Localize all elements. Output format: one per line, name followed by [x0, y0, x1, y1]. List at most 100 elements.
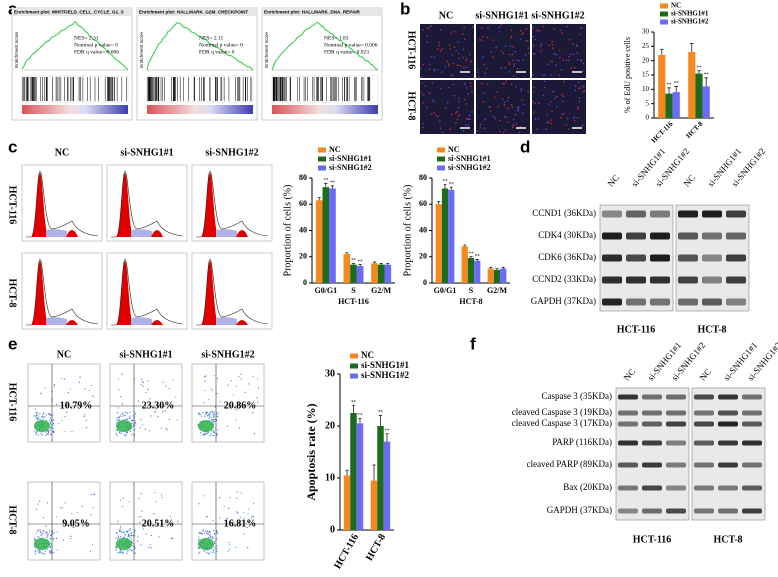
y-tick-label: 40	[299, 225, 307, 234]
apoptosis-percentage: 10.79%	[60, 400, 93, 411]
error-bar	[443, 184, 447, 189]
event-dot	[257, 401, 259, 404]
error-bar	[667, 87, 671, 94]
g2-peak	[151, 320, 163, 325]
cell-dot	[449, 128, 452, 130]
significance-mark: **	[330, 181, 336, 186]
histogram-outline	[111, 170, 184, 238]
legend-label: si-SNHG1#2	[329, 163, 372, 172]
legend-label: si-SNHG1#2	[448, 163, 491, 172]
s-phase	[131, 229, 152, 237]
event-dot	[129, 417, 131, 420]
cell-dot	[559, 56, 561, 59]
x-tick-label: HCT-116	[332, 532, 361, 571]
event-dot	[52, 422, 55, 425]
error-bar	[330, 185, 335, 189]
event-dot	[45, 525, 47, 527]
event-dot	[61, 507, 63, 509]
event-dot	[230, 380, 232, 382]
event-dot	[216, 377, 219, 380]
error-bar	[475, 259, 479, 261]
cell-dot	[553, 52, 555, 55]
y-tick-label: 5	[646, 99, 650, 107]
legend-swatch	[350, 363, 358, 369]
event-dot	[53, 431, 55, 433]
event-dot	[116, 435, 119, 437]
cell-dot	[550, 122, 553, 124]
gsea-title: Enrichment plot: HALLMARK_DNA_REPAIR	[264, 10, 361, 15]
event-dot	[212, 431, 215, 433]
apoptosis-percentage: 16.81%	[224, 518, 257, 529]
cell-dot	[457, 106, 460, 109]
event-dot	[145, 392, 147, 394]
cell-dot	[499, 130, 501, 133]
blot-protein-label: PARP (116KDa)	[552, 437, 612, 447]
event-dot	[47, 502, 49, 504]
flow-row-label: HCT-8	[7, 505, 18, 534]
error-bar	[501, 266, 505, 269]
y-axis-label: Apoptosis rate (%)	[304, 403, 318, 500]
event-dot	[234, 546, 237, 548]
x-tick-label: G2/M	[487, 286, 507, 295]
cell-dot	[532, 53, 535, 55]
bar	[695, 73, 703, 118]
blot-band	[702, 232, 722, 240]
event-dot	[61, 419, 63, 421]
cell-dot	[566, 117, 569, 120]
cell-dot	[426, 27, 429, 30]
event-dot	[82, 522, 84, 524]
cell-dot	[490, 51, 493, 54]
event-dot	[165, 427, 167, 430]
event-dot	[157, 416, 159, 418]
event-dot	[120, 432, 122, 434]
event-dot	[129, 535, 131, 537]
event-dot	[119, 499, 122, 501]
cell-dot	[511, 126, 514, 129]
cell-dot	[448, 44, 451, 46]
event-dot	[120, 536, 122, 538]
event-dot	[203, 434, 206, 436]
event-dot	[158, 536, 160, 538]
event-dot	[126, 532, 128, 534]
apoptosis-percentage: 9.05%	[62, 518, 90, 529]
cell-dot	[469, 118, 471, 121]
cell-dot	[479, 123, 482, 126]
s-phase	[216, 317, 237, 325]
event-dot	[212, 549, 214, 551]
event-dot	[160, 494, 163, 496]
cell-dot	[516, 67, 519, 70]
event-dot	[162, 381, 164, 383]
event-dot	[131, 541, 133, 544]
cell-dot	[453, 30, 456, 33]
blot-band	[742, 421, 762, 427]
bar	[441, 188, 449, 283]
blot-band	[618, 421, 638, 427]
cell-dot	[457, 97, 460, 100]
event-dot	[36, 416, 38, 418]
event-dot	[198, 536, 200, 538]
event-dot	[119, 415, 121, 418]
blot-protein-label: CCND1 (36KDa)	[532, 208, 596, 218]
bar	[377, 264, 385, 283]
cell-dot	[451, 113, 453, 116]
panel-letter: d	[520, 137, 530, 156]
event-dot	[122, 551, 124, 553]
cell-dot	[456, 64, 459, 66]
error-bar	[351, 404, 356, 413]
cell-dot	[553, 28, 556, 30]
blot-band	[678, 254, 698, 262]
gsea-title-bar	[137, 8, 257, 16]
cell-dot	[514, 50, 517, 53]
event-dot	[204, 375, 206, 378]
cell-dot	[536, 29, 539, 31]
cell-dot	[422, 122, 424, 125]
blot-lane-label: NC	[621, 367, 637, 383]
event-dot	[88, 389, 90, 392]
cell-dot	[505, 80, 508, 82]
event-dot	[116, 417, 118, 419]
event-dot	[199, 532, 201, 534]
event-dot	[126, 431, 128, 433]
cell-dot	[457, 52, 460, 55]
cell-dot	[483, 127, 486, 129]
event-dot	[50, 419, 52, 421]
